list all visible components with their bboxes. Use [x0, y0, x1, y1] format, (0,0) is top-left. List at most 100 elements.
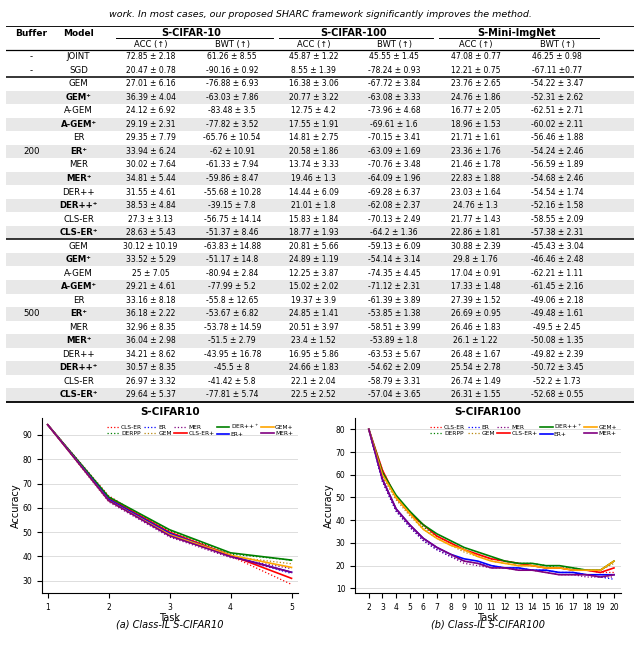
Text: -53.67 ± 6.82: -53.67 ± 6.82 [206, 309, 259, 318]
Text: 200: 200 [23, 147, 40, 156]
Text: -65.76 ± 10.54: -65.76 ± 10.54 [204, 133, 261, 143]
Text: 14.81 ± 2.75: 14.81 ± 2.75 [289, 133, 339, 143]
Text: 15.83 ± 1.84: 15.83 ± 1.84 [289, 214, 339, 224]
Text: 72.85 ± 2.18: 72.85 ± 2.18 [126, 52, 175, 62]
Text: -76.88 ± 6.93: -76.88 ± 6.93 [206, 79, 259, 88]
Text: 17.33 ± 1.48: 17.33 ± 1.48 [451, 283, 500, 291]
Text: 29.8 ± 1.76: 29.8 ± 1.76 [453, 255, 498, 264]
Text: 13.74 ± 3.33: 13.74 ± 3.33 [289, 161, 339, 170]
Text: 16.38 ± 3.06: 16.38 ± 3.06 [289, 79, 339, 88]
Text: DER++⁺: DER++⁺ [60, 201, 98, 210]
Text: 25.54 ± 2.78: 25.54 ± 2.78 [451, 364, 500, 373]
Text: 27.3 ± 3.13: 27.3 ± 3.13 [128, 214, 173, 224]
Text: 28.63 ± 5.43: 28.63 ± 5.43 [126, 228, 175, 237]
Text: -70.13 ± 2.49: -70.13 ± 2.49 [368, 214, 420, 224]
Text: Buffer: Buffer [15, 29, 47, 38]
Text: -90.16 ± 0.92: -90.16 ± 0.92 [206, 66, 259, 75]
Text: work. In most cases, our proposed SHARC framework significantly improves the met: work. In most cases, our proposed SHARC … [109, 10, 531, 19]
Text: -54.62 ± 2.09: -54.62 ± 2.09 [368, 364, 420, 373]
Text: 26.46 ± 1.83: 26.46 ± 1.83 [451, 323, 500, 332]
Text: A-GEM: A-GEM [64, 106, 93, 115]
Text: 12.25 ± 3.87: 12.25 ± 3.87 [289, 269, 339, 278]
Text: 31.55 ± 4.61: 31.55 ± 4.61 [126, 187, 175, 196]
Text: GEM⁺: GEM⁺ [65, 93, 92, 102]
Text: -46.46 ± 2.48: -46.46 ± 2.48 [531, 255, 583, 264]
Text: 30.12 ± 10.19: 30.12 ± 10.19 [124, 242, 178, 251]
Text: -55.68 ± 10.28: -55.68 ± 10.28 [204, 187, 260, 196]
Text: 45.55 ± 1.45: 45.55 ± 1.45 [369, 52, 419, 62]
Text: -53.78 ± 14.59: -53.78 ± 14.59 [204, 323, 261, 332]
Text: 22.1 ± 2.04: 22.1 ± 2.04 [291, 377, 336, 386]
Bar [6, 118, 634, 131]
Text: -78.24 ± 0.93: -78.24 ± 0.93 [368, 66, 420, 75]
Text: 21.01 ± 1.8: 21.01 ± 1.8 [291, 201, 336, 210]
Text: -54.14 ± 3.14: -54.14 ± 3.14 [368, 255, 420, 264]
Text: -62 ± 10.91: -62 ± 10.91 [210, 147, 255, 156]
Text: 19.46 ± 1.3: 19.46 ± 1.3 [291, 174, 336, 183]
Text: MER⁺: MER⁺ [66, 174, 92, 183]
Text: -62.08 ± 2.37: -62.08 ± 2.37 [368, 201, 420, 210]
Text: -41.42 ± 5.8: -41.42 ± 5.8 [209, 377, 256, 386]
Text: 33.94 ± 6.24: 33.94 ± 6.24 [125, 147, 175, 156]
Text: 61.26 ± 8.55: 61.26 ± 8.55 [207, 52, 257, 62]
Text: 20.51 ± 3.97: 20.51 ± 3.97 [289, 323, 339, 332]
Text: -57.38 ± 2.31: -57.38 ± 2.31 [531, 228, 583, 237]
Text: 24.76 ± 1.86: 24.76 ± 1.86 [451, 93, 500, 102]
Text: 16.95 ± 5.86: 16.95 ± 5.86 [289, 350, 339, 359]
Text: 26.31 ± 1.55: 26.31 ± 1.55 [451, 391, 500, 399]
X-axis label: Task: Task [159, 613, 180, 623]
Text: -55.8 ± 12.65: -55.8 ± 12.65 [206, 295, 259, 305]
Text: S-CIFAR-100: S-CIFAR-100 [321, 29, 387, 38]
Text: 23.36 ± 1.76: 23.36 ± 1.76 [451, 147, 500, 156]
Text: -70.76 ± 3.48: -70.76 ± 3.48 [368, 161, 420, 170]
Text: 23.76 ± 2.65: 23.76 ± 2.65 [451, 79, 500, 88]
Text: -49.82 ± 2.39: -49.82 ± 2.39 [531, 350, 583, 359]
Text: 26.97 ± 3.32: 26.97 ± 3.32 [126, 377, 175, 386]
Text: 33.16 ± 8.18: 33.16 ± 8.18 [126, 295, 175, 305]
Text: 22.86 ± 1.81: 22.86 ± 1.81 [451, 228, 500, 237]
Text: -70.15 ± 3.41: -70.15 ± 3.41 [368, 133, 420, 143]
Text: -63.09 ± 1.69: -63.09 ± 1.69 [368, 147, 420, 156]
Text: 36.18 ± 2.22: 36.18 ± 2.22 [126, 309, 175, 318]
Text: 24.85 ± 1.41: 24.85 ± 1.41 [289, 309, 339, 318]
Text: 15.02 ± 2.02: 15.02 ± 2.02 [289, 283, 339, 291]
Text: -61.45 ± 2.16: -61.45 ± 2.16 [531, 283, 583, 291]
Text: 38.53 ± 4.84: 38.53 ± 4.84 [126, 201, 175, 210]
Text: -63.53 ± 5.67: -63.53 ± 5.67 [367, 350, 420, 359]
Text: 24.12 ± 6.92: 24.12 ± 6.92 [126, 106, 175, 115]
Text: -60.02 ± 2.11: -60.02 ± 2.11 [531, 120, 583, 129]
Text: -57.04 ± 3.65: -57.04 ± 3.65 [367, 391, 420, 399]
Text: -64.09 ± 1.96: -64.09 ± 1.96 [368, 174, 420, 183]
Text: MER⁺: MER⁺ [66, 336, 92, 345]
Text: -80.94 ± 2.84: -80.94 ± 2.84 [206, 269, 259, 278]
Text: -58.55 ± 2.09: -58.55 ± 2.09 [531, 214, 583, 224]
Text: -54.68 ± 2.46: -54.68 ± 2.46 [531, 174, 583, 183]
Text: 29.19 ± 2.31: 29.19 ± 2.31 [126, 120, 175, 129]
Text: -63.83 ± 14.88: -63.83 ± 14.88 [204, 242, 260, 251]
Text: 21.71 ± 1.61: 21.71 ± 1.61 [451, 133, 500, 143]
Legend: CLS-ER, DERPP, ER, GEM, MER, CLS-ER+, DER++$^+$, ER+, GEM+, MER+: CLS-ER, DERPP, ER, GEM, MER, CLS-ER+, DE… [106, 421, 294, 438]
Bar [6, 307, 634, 321]
Text: 27.01 ± 6.16: 27.01 ± 6.16 [126, 79, 175, 88]
Text: 24.89 ± 1.19: 24.89 ± 1.19 [289, 255, 339, 264]
Text: 19.37 ± 3.9: 19.37 ± 3.9 [291, 295, 336, 305]
Text: -49.5 ± 2.45: -49.5 ± 2.45 [533, 323, 581, 332]
Bar [6, 361, 634, 375]
Text: -56.75 ± 14.14: -56.75 ± 14.14 [204, 214, 261, 224]
Text: -74.35 ± 4.45: -74.35 ± 4.45 [367, 269, 420, 278]
Text: 12.75 ± 4.2: 12.75 ± 4.2 [291, 106, 336, 115]
Text: GEM: GEM [68, 79, 88, 88]
Text: 24.76 ± 1.3: 24.76 ± 1.3 [453, 201, 498, 210]
Text: 45.87 ± 1.22: 45.87 ± 1.22 [289, 52, 339, 62]
Bar [6, 253, 634, 266]
Text: -58.79 ± 3.31: -58.79 ± 3.31 [368, 377, 420, 386]
Text: SGD: SGD [69, 66, 88, 75]
Text: -52.31 ± 2.62: -52.31 ± 2.62 [531, 93, 583, 102]
Text: BWT (↑): BWT (↑) [214, 40, 250, 49]
Text: 12.21 ± 0.75: 12.21 ± 0.75 [451, 66, 500, 75]
Text: -59.86 ± 8.47: -59.86 ± 8.47 [206, 174, 259, 183]
Text: -62.51 ± 2.71: -62.51 ± 2.71 [531, 106, 583, 115]
Text: 16.77 ± 2.05: 16.77 ± 2.05 [451, 106, 500, 115]
Text: 25 ± 7.05: 25 ± 7.05 [132, 269, 170, 278]
Text: -77.81 ± 5.74: -77.81 ± 5.74 [206, 391, 259, 399]
